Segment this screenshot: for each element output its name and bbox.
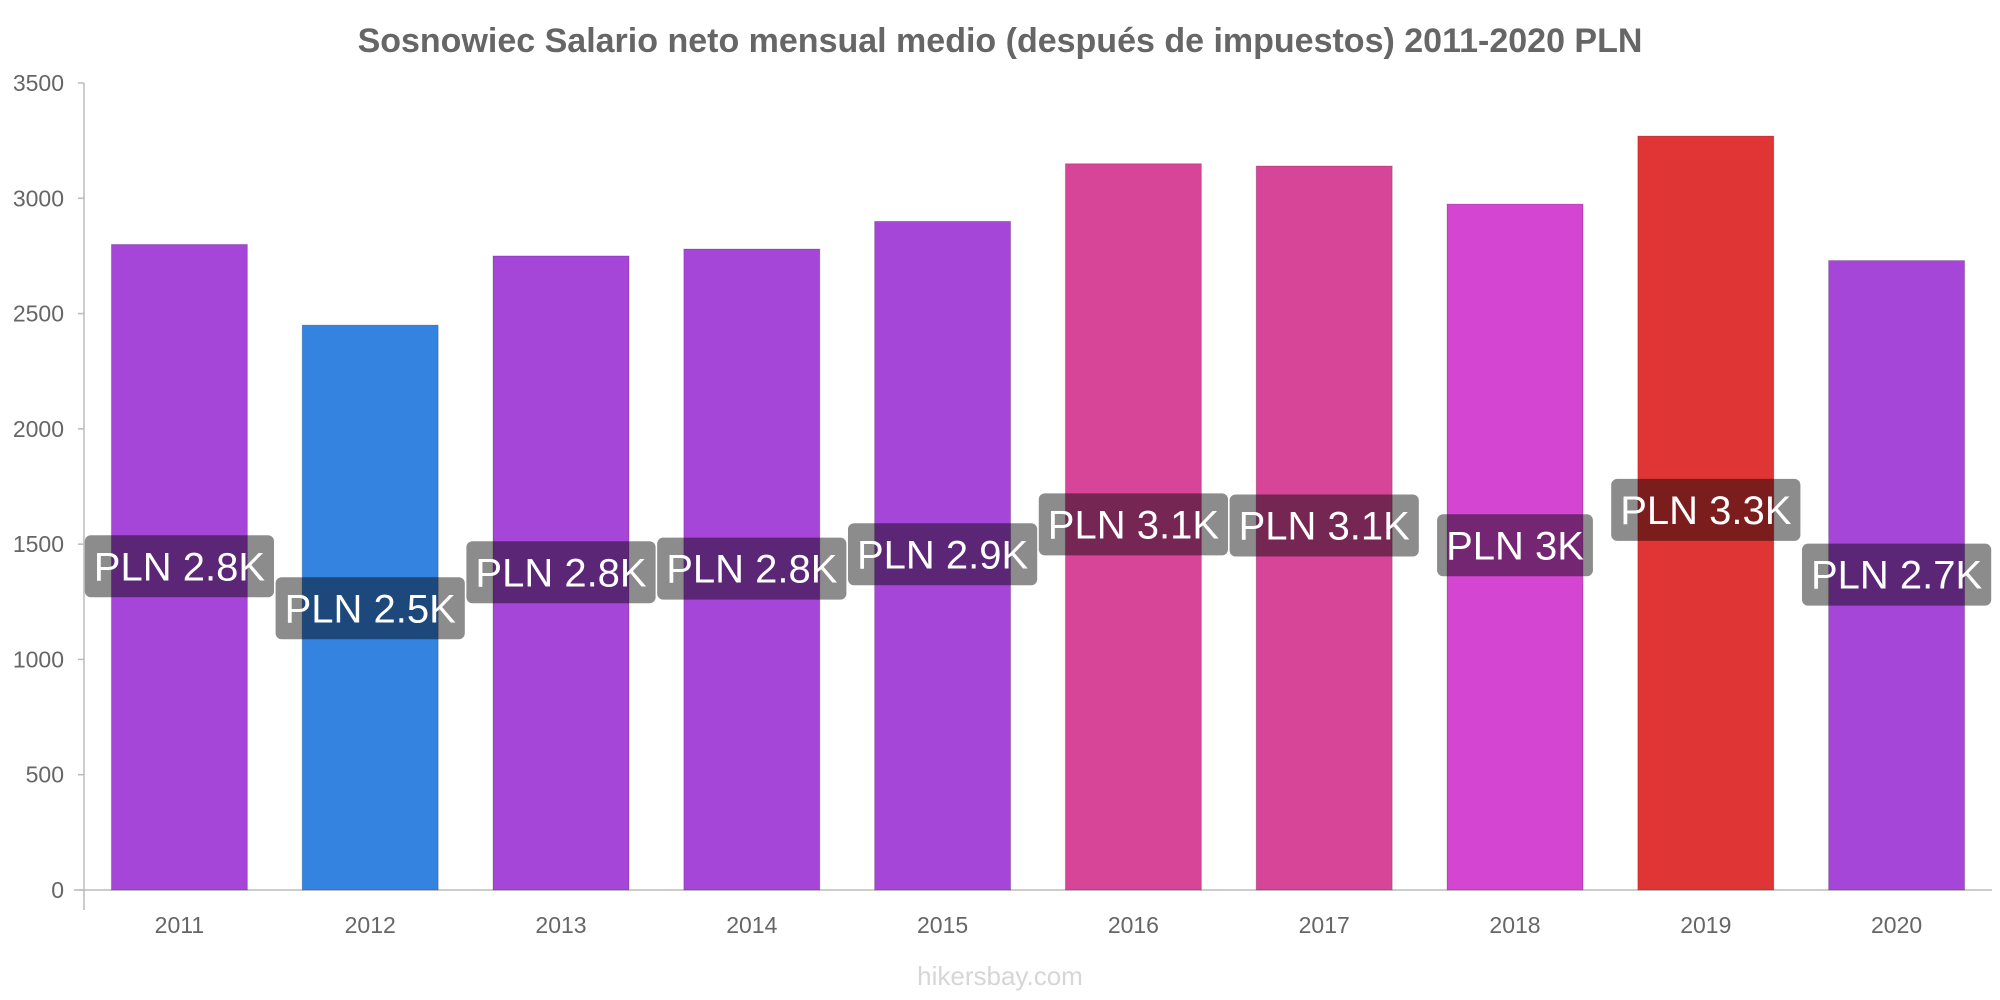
data-label-text: PLN 2.5K (285, 587, 457, 631)
data-label-2011: PLN 2.8K (84, 535, 275, 598)
bar-2018 (1446, 203, 1584, 891)
y-tick-label: 2000 (13, 416, 64, 442)
data-label-background (275, 577, 465, 640)
bar-2011 (110, 243, 248, 891)
data-label-background (84, 535, 275, 598)
axes: 0 500 1000 1500 2000 2500 3000 3500 2011 2012 2013… (13, 70, 1992, 938)
data-label-text: PLN 3K (1446, 524, 1584, 568)
data-label-text: PLN 2.8K (666, 548, 838, 592)
data-label-2019: PLN 3.3K (1611, 478, 1801, 541)
data-label-text: PLN 3.3K (1620, 489, 1792, 533)
data-label-text: PLN 3.1K (1239, 505, 1411, 549)
x-tick-label: 2011 (155, 912, 204, 938)
y-tick-label: 2500 (13, 301, 64, 327)
data-labels: PLN 2.8K PLN 2.5K PLN 2.8K PLN 2.8K PLN 2.9K… (84, 478, 1992, 640)
data-label-2016: PLN 3.1K (1038, 493, 1229, 556)
chart-title: Sosnowiec Salario neto mensual medio (de… (358, 22, 1643, 60)
data-label-2013: PLN 2.8K (466, 541, 656, 604)
bar-2013 (492, 255, 630, 891)
x-tick-label: 2017 (1299, 912, 1350, 938)
bar-2017 (1255, 165, 1393, 891)
y-tick-label: 3000 (13, 185, 64, 211)
bar-2016 (1064, 163, 1202, 891)
y-tick-label: 1500 (13, 531, 64, 557)
x-tick-label: 2016 (1108, 912, 1159, 938)
bar-2019 (1637, 135, 1775, 891)
x-tick-label: 2018 (1489, 912, 1540, 938)
watermark-text: hikersbay.com (917, 961, 1083, 991)
data-label-2015: PLN 2.9K (847, 523, 1038, 586)
data-label-background (1038, 493, 1229, 556)
data-label-2020: PLN 2.7K (1801, 543, 1992, 606)
bars (110, 135, 1966, 891)
x-tick-label: 2014 (726, 912, 777, 938)
data-label-background (847, 523, 1038, 586)
data-label-background (466, 541, 656, 604)
data-label-text: PLN 2.8K (94, 545, 266, 589)
data-label-2014: PLN 2.8K (657, 537, 847, 600)
bar-2020 (1828, 260, 1966, 891)
data-label-text: PLN 3.1K (1048, 503, 1220, 547)
y-tick-label: 3500 (13, 70, 64, 96)
bar-2014 (683, 248, 821, 891)
x-tick-label: 2020 (1871, 912, 1922, 938)
data-label-2017: PLN 3.1K (1229, 494, 1419, 557)
x-tick-label: 2015 (917, 912, 968, 938)
data-label-text: PLN 2.7K (1811, 554, 1983, 598)
data-label-background (1437, 514, 1593, 577)
x-tick-label: 2013 (535, 912, 586, 938)
data-label-2012: PLN 2.5K (275, 577, 465, 640)
data-label-background (1611, 478, 1801, 541)
data-label-background (1229, 494, 1419, 557)
x-tick-label: 2019 (1680, 912, 1731, 938)
bar-2012 (301, 324, 439, 891)
y-tick-label: 500 (26, 762, 64, 788)
bar-2015 (874, 220, 1012, 891)
data-label-background (1801, 543, 1992, 606)
x-tick-label: 2012 (345, 912, 396, 938)
data-label-text: PLN 2.8K (475, 551, 647, 595)
data-label-text: PLN 2.9K (857, 533, 1029, 577)
data-label-2018: PLN 3K (1437, 514, 1593, 577)
y-tick-label: 1000 (13, 646, 64, 672)
data-label-background (657, 537, 847, 600)
y-tick-label: 0 (51, 877, 64, 903)
